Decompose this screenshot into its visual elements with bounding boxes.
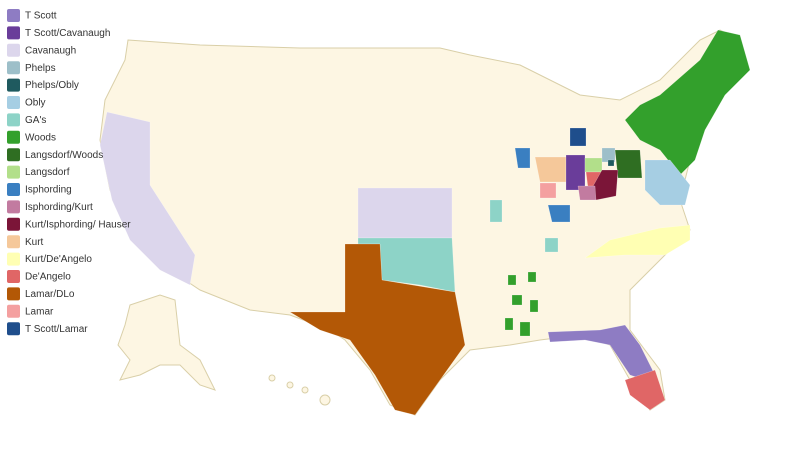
legend-swatch <box>7 61 20 75</box>
legend-swatch <box>7 78 20 92</box>
legend-item: De'Angelo <box>7 270 71 283</box>
legend-item: Langsdorf/Woods <box>7 148 103 162</box>
island <box>268 374 276 382</box>
legend-label: T Scott/Cavanaugh <box>25 28 110 39</box>
region <box>489 199 503 223</box>
legend-label: Phelps <box>25 63 56 74</box>
legend-label: Isphording <box>25 185 72 196</box>
region <box>529 299 539 313</box>
region <box>644 159 691 206</box>
legend-swatch <box>7 96 20 109</box>
region <box>601 147 616 163</box>
region <box>99 111 196 286</box>
legend-swatch <box>7 26 20 40</box>
island <box>319 394 331 406</box>
region <box>591 169 619 201</box>
region <box>534 156 567 183</box>
legend-swatch <box>7 287 20 301</box>
legend-label: GA's <box>25 115 46 126</box>
legend-swatch <box>7 165 20 179</box>
legend-item: Phelps/Obly <box>7 78 79 92</box>
legend-label: Cavanaugh <box>25 45 76 56</box>
legend-swatch <box>7 304 20 318</box>
legend-swatch <box>7 270 20 283</box>
legend-item: Kurt <box>7 235 44 249</box>
legend-item: Lamar/DLo <box>7 287 75 301</box>
legend-swatch <box>7 252 20 266</box>
region <box>584 224 691 259</box>
legend-swatch <box>7 217 20 231</box>
region <box>547 204 571 223</box>
alaska <box>117 294 216 391</box>
legend-item: Phelps <box>7 61 56 75</box>
region <box>607 159 615 167</box>
legend-item: T Scott/Cavanaugh <box>7 26 110 40</box>
legend-swatch <box>7 148 20 162</box>
legend-label: Langsdorf/Woods <box>25 150 103 161</box>
region <box>519 321 531 337</box>
region <box>511 294 523 306</box>
region <box>514 147 531 169</box>
legend-item: Langsdorf <box>7 165 70 179</box>
legend-swatch <box>7 183 20 196</box>
region <box>527 271 537 283</box>
region <box>357 187 453 239</box>
region <box>539 182 557 199</box>
legend-swatch <box>7 130 20 144</box>
legend-label: Kurt <box>25 237 44 248</box>
region <box>507 274 517 286</box>
legend-label: Lamar <box>25 306 54 317</box>
legend-item: Woods <box>7 130 56 144</box>
region <box>504 317 514 331</box>
legend-item: Isphording <box>7 183 72 196</box>
legend-item: Isphording/Kurt <box>7 200 93 214</box>
legend-swatch <box>7 235 20 249</box>
legend-label: Phelps/Obly <box>25 80 79 91</box>
legend-swatch <box>7 9 20 22</box>
legend-label: Obly <box>25 98 46 109</box>
legend-swatch <box>7 43 20 57</box>
regions <box>99 29 751 416</box>
region <box>614 149 643 179</box>
legend-item: GA's <box>7 113 46 127</box>
region <box>624 29 751 176</box>
legend-label: Isphording/Kurt <box>25 202 93 213</box>
region <box>565 154 586 191</box>
region <box>289 243 466 416</box>
legend: T Scott T Scott/Cavanaugh Cavanaugh Phelps P… <box>7 9 131 336</box>
legend-label: Woods <box>25 132 56 143</box>
legend-item: T Scott/Lamar <box>7 322 88 336</box>
legend-item: Kurt/Isphording/ Hauser <box>7 217 131 231</box>
legend-swatch <box>7 200 20 214</box>
legend-label: Kurt/Isphording/ Hauser <box>25 219 131 230</box>
legend-label: De'Angelo <box>25 272 71 283</box>
legend-item: Lamar <box>7 304 54 318</box>
region <box>544 237 559 253</box>
island <box>301 386 309 394</box>
legend-swatch <box>7 322 20 336</box>
region <box>569 127 587 147</box>
legend-label: Kurt/De'Angelo <box>25 254 92 265</box>
legend-label: Langsdorf <box>25 167 70 178</box>
legend-label: T Scott <box>25 11 57 22</box>
legend-item: Kurt/De'Angelo <box>7 252 92 266</box>
legend-label: Lamar/DLo <box>25 289 75 300</box>
hawaii <box>268 374 331 406</box>
island <box>286 381 294 389</box>
legend-item: Cavanaugh <box>7 43 76 57</box>
legend-label: T Scott/Lamar <box>25 324 88 335</box>
region <box>577 185 597 201</box>
legend-item: T Scott <box>7 9 57 22</box>
legend-swatch <box>7 113 20 127</box>
region <box>624 369 666 411</box>
legend-item: Obly <box>7 96 46 109</box>
region <box>584 157 603 173</box>
